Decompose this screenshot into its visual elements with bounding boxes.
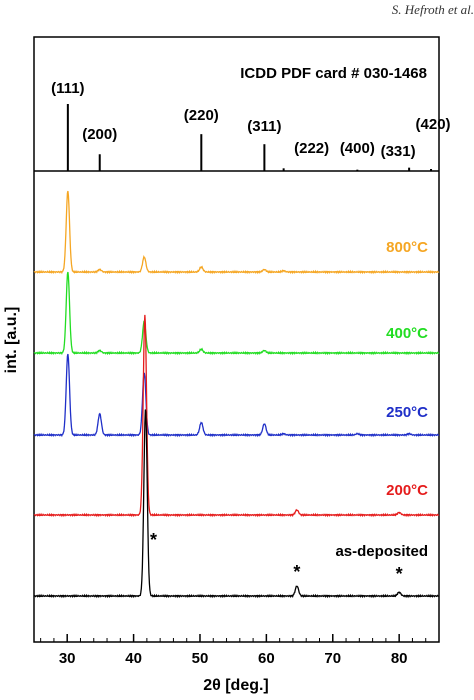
- series-line: [33, 271, 440, 356]
- substrate-peak-marker: *: [150, 530, 157, 550]
- reference-panel: (111) (200) (220) (311) (222) (400) (331)(420): [51, 80, 451, 171]
- reference-peak-label: (420): [416, 116, 451, 133]
- x-tick-label: 70: [324, 650, 341, 667]
- series-label: 200°C: [386, 482, 428, 499]
- series-label: 250°C: [386, 404, 428, 421]
- reference-peak-label: (200): [82, 126, 117, 143]
- series-group: 800°C 400°C 250°C 200°C as-deposited * * *: [33, 190, 440, 599]
- x-tick-label: 80: [391, 650, 408, 667]
- series-line: [33, 353, 440, 438]
- reference-card-title: ICDD PDF card # 030-1468: [240, 65, 427, 82]
- x-tick-label: 30: [59, 650, 76, 667]
- series-label: 800°C: [386, 239, 428, 256]
- substrate-peak-marker: *: [396, 564, 403, 584]
- series-line: [33, 190, 440, 275]
- reference-peak-label: (222): [294, 140, 329, 157]
- series-label: 400°C: [386, 325, 428, 342]
- header-reference: S. Hefroth et al.: [391, 2, 474, 17]
- substrate-peak-marker: *: [293, 562, 300, 582]
- y-axis-label: int. [a.u.]: [3, 307, 20, 374]
- plot-frame: [33, 36, 440, 643]
- x-tick-label: 40: [125, 650, 142, 667]
- reference-peak-label: (311): [247, 118, 281, 135]
- x-tick-label: 60: [258, 650, 275, 667]
- x-axis: 30 40 50 60 70 80: [40, 634, 440, 667]
- series-line: [33, 409, 440, 599]
- series-label: as-deposited: [335, 543, 428, 560]
- reference-peak-label: (331): [381, 143, 416, 160]
- reference-peak-label: (220): [184, 107, 219, 124]
- reference-peak-label: (400): [340, 140, 375, 157]
- reference-peak-label: (111): [51, 80, 84, 97]
- x-axis-label: 2θ [deg.]: [203, 677, 269, 694]
- x-tick-label: 50: [192, 650, 209, 667]
- series-line: [33, 314, 440, 518]
